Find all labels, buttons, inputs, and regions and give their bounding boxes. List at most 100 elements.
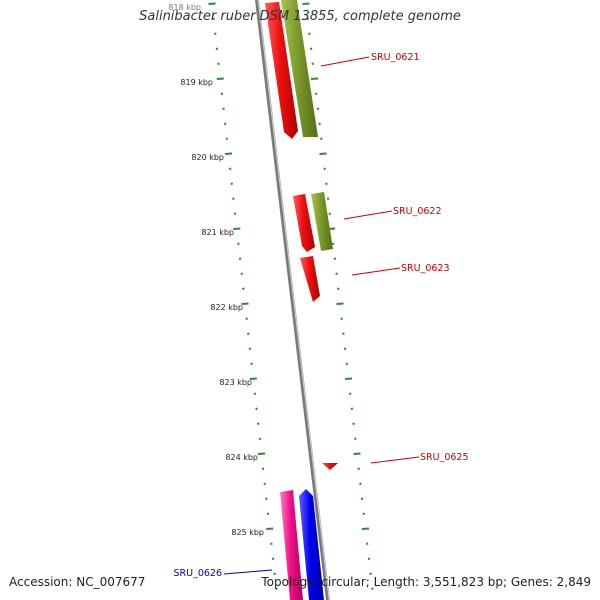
scale-label-823: 823 kbp [219, 378, 252, 387]
right-scale-minor-tick [369, 572, 372, 575]
right-scale-minor-tick [331, 242, 335, 245]
right-scale-minor-tick [354, 437, 357, 440]
right-scale-minor-tick [309, 47, 313, 50]
right-scale-minor-tick [328, 212, 332, 215]
left-scale-ticks [208, 2, 278, 590]
right-scale-major-tick [319, 152, 327, 155]
gene-sru-0623-red[interactable] [300, 256, 320, 302]
leader-sru-0625 [370, 456, 420, 464]
left-scale-minor-tick [223, 122, 227, 125]
left-scale-minor-tick [275, 587, 278, 590]
left-scale-minor-tick [255, 407, 258, 410]
right-scale-major-tick [353, 452, 361, 455]
map-title: Salinibacter ruber DSM 13855, complete g… [139, 9, 461, 24]
gene-sru-0626-pink[interactable] [280, 490, 303, 600]
scale-label-821: 821 kbp [201, 228, 234, 237]
right-scale-minor-tick [323, 167, 326, 170]
right-scale-major-tick [344, 377, 353, 380]
left-scale-major-tick [266, 527, 274, 530]
genome-summary: Topology: circular; Length: 3,551,823 bp… [261, 575, 591, 589]
right-scale-minor-tick [362, 512, 366, 515]
gene-label-sru-0625[interactable]: SRU_0625 [420, 452, 469, 463]
right-scale-minor-tick [357, 467, 360, 470]
left-scale-minor-tick [225, 137, 229, 140]
left-scale-minor-tick [258, 437, 262, 440]
right-scale-minor-tick [318, 122, 321, 125]
right-scale-minor-tick [367, 557, 371, 560]
scale-label-824: 824 kbp [225, 453, 258, 462]
leader-sru-0621 [320, 56, 370, 67]
left-scale-major-tick [208, 2, 216, 5]
right-scale-minor-tick [371, 587, 374, 590]
right-scale-major-tick [336, 302, 344, 305]
left-scale-minor-tick [237, 242, 240, 245]
left-scale-minor-tick [261, 467, 265, 470]
gene-label-sru-0621[interactable]: SRU_0621 [371, 52, 420, 63]
left-scale-major-tick [257, 452, 266, 455]
left-scale-minor-tick [228, 167, 232, 170]
right-scale-minor-tick [359, 482, 362, 485]
right-scale-minor-tick [340, 317, 343, 320]
left-scale-minor-tick [222, 107, 225, 110]
left-scale-minor-tick [212, 17, 215, 20]
right-scale-minor-tick [320, 137, 323, 140]
left-scale-minor-tick [245, 317, 248, 320]
left-scale-minor-tick [220, 92, 224, 95]
leader-sru-0623 [351, 267, 401, 276]
gene-sru-0622-red[interactable] [293, 194, 315, 252]
genome-backbone [255, 0, 330, 600]
gene-sru-0622-olive[interactable] [311, 192, 333, 251]
right-scale-minor-tick [343, 347, 347, 350]
left-scale-minor-tick [270, 542, 273, 545]
right-scale-minor-tick [326, 197, 330, 200]
right-scale-minor-tick [306, 17, 309, 20]
right-scale-minor-tick [308, 32, 311, 35]
scale-label-820: 820 kbp [191, 153, 224, 162]
left-scale-minor-tick [238, 257, 242, 260]
left-scale-major-tick [249, 377, 257, 380]
gene-sru-0620-olive[interactable] [281, 0, 318, 137]
right-scale-minor-tick [335, 272, 338, 275]
left-scale-minor-tick [233, 212, 237, 215]
gene-label-sru-0622[interactable]: SRU_0622 [393, 206, 442, 217]
right-scale-minor-tick [342, 332, 345, 335]
gene-sru-0625-red[interactable] [322, 463, 338, 470]
scale-label-825: 825 kbp [231, 528, 264, 537]
left-scale-major-tick [224, 152, 233, 155]
right-scale-minor-tick [350, 407, 354, 410]
right-scale-minor-tick [365, 542, 369, 545]
right-scale-major-tick [361, 527, 370, 530]
genome-backbone-highlight [257, 0, 330, 600]
left-scale-minor-tick [271, 557, 275, 560]
right-scale-minor-tick [314, 92, 318, 95]
right-scale-minor-tick [311, 62, 315, 65]
right-scale-major-tick [302, 2, 310, 5]
gene-label-sru-0623[interactable]: SRU_0623 [401, 263, 450, 274]
left-scale-minor-tick [214, 32, 217, 35]
left-scale-minor-tick [242, 287, 245, 290]
left-scale-major-tick [233, 227, 241, 230]
gene-sru-0627-blue[interactable] [299, 489, 324, 600]
right-scale-minor-tick [325, 182, 328, 185]
leader-sru-0622 [343, 210, 393, 220]
left-scale-minor-tick [230, 182, 234, 185]
right-scale-minor-tick [345, 362, 349, 365]
left-scale-minor-tick [253, 392, 257, 395]
gene-label-sru-0626[interactable]: SRU_0626 [173, 568, 222, 579]
right-scale-minor-tick [337, 287, 340, 290]
scale-label-822: 822 kbp [210, 303, 243, 312]
left-scale-minor-tick [217, 62, 220, 65]
left-scale-minor-tick [250, 362, 253, 365]
left-scale-minor-tick [215, 47, 219, 50]
left-scale-minor-tick [266, 512, 270, 515]
scale-label-818: 818 kbp [168, 3, 201, 12]
gene-sru-0621-red[interactable] [265, 2, 298, 139]
right-scale-ticks [302, 2, 374, 590]
right-scale-minor-tick [333, 257, 337, 260]
left-scale-major-tick [216, 77, 224, 80]
scale-label-819: 819 kbp [180, 78, 213, 87]
left-scale-minor-tick [273, 572, 276, 575]
right-scale-minor-tick [352, 422, 355, 425]
